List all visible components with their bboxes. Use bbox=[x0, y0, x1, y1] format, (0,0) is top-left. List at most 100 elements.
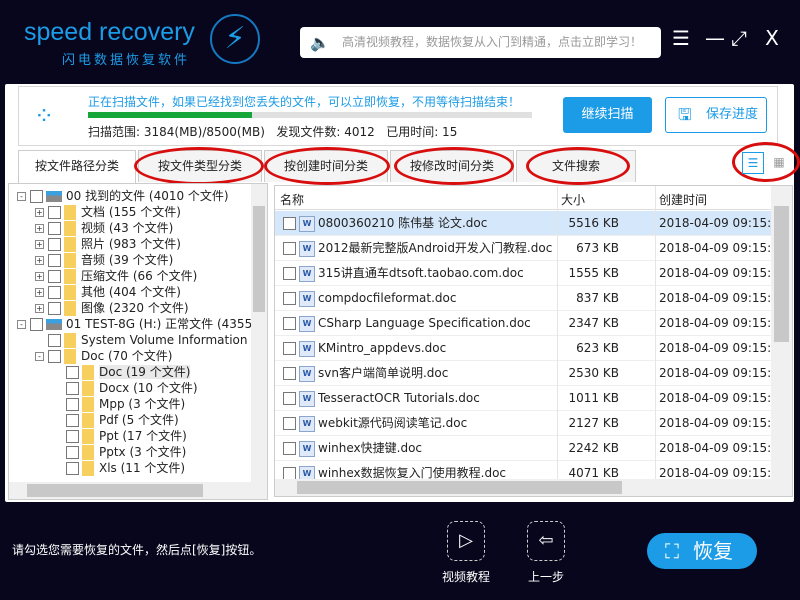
tree-item[interactable]: + 压缩文件 (66 个文件) bbox=[35, 268, 197, 284]
checkbox[interactable] bbox=[30, 318, 43, 331]
tab-modified[interactable]: 按修改时间分类 bbox=[390, 150, 514, 182]
checkbox[interactable] bbox=[48, 286, 61, 299]
checkbox[interactable] bbox=[66, 462, 79, 475]
scrollbar-thumb[interactable] bbox=[297, 481, 622, 494]
file-row[interactable]: W CSharp Language Specification.doc 2347 K… bbox=[275, 311, 786, 336]
tree-vertical-scrollbar[interactable] bbox=[251, 184, 267, 482]
checkbox[interactable] bbox=[66, 382, 79, 395]
minimize-button[interactable]: — bbox=[705, 26, 725, 50]
list-horizontal-scrollbar[interactable] bbox=[275, 479, 792, 496]
tree-item[interactable]: + 音频 (39 个文件) bbox=[35, 252, 173, 268]
expand-toggle-icon[interactable]: + bbox=[35, 304, 44, 313]
grid-view-icon[interactable]: ▦ bbox=[773, 155, 785, 169]
checkbox[interactable] bbox=[283, 317, 296, 330]
checkbox[interactable] bbox=[48, 302, 61, 315]
checkbox[interactable] bbox=[66, 414, 79, 427]
checkbox[interactable] bbox=[283, 292, 296, 305]
tree-item[interactable]: - 00 找到的文件 (4010 个文件) bbox=[17, 188, 229, 204]
tree-item[interactable]: Pdf (5 个文件) bbox=[53, 412, 179, 428]
list-vertical-scrollbar[interactable] bbox=[771, 186, 792, 479]
expand-toggle-icon[interactable]: - bbox=[17, 192, 26, 201]
tree-item[interactable]: + 图像 (2320 个文件) bbox=[35, 300, 189, 316]
back-icon[interactable]: ⇦ bbox=[527, 521, 565, 561]
list-view-icon[interactable]: ☰ bbox=[742, 152, 764, 174]
tree-item[interactable]: Xls (11 个文件) bbox=[53, 460, 185, 476]
tree-item[interactable]: Mpp (3 个文件) bbox=[53, 396, 185, 412]
checkbox[interactable] bbox=[283, 442, 296, 455]
file-row[interactable]: W KMintro_appdevs.doc 623 KB 2018-04-09 09:… bbox=[275, 336, 786, 361]
checkbox[interactable] bbox=[283, 367, 296, 380]
expand-toggle-icon[interactable]: + bbox=[35, 240, 44, 249]
tree-item[interactable]: Docx (10 个文件) bbox=[53, 380, 198, 396]
checkbox[interactable] bbox=[48, 270, 61, 283]
close-button[interactable]: X bbox=[765, 26, 779, 50]
checkbox[interactable] bbox=[30, 190, 43, 203]
tree-item[interactable]: + 照片 (983 个文件) bbox=[35, 236, 181, 252]
back-label[interactable]: 上一步 bbox=[527, 570, 564, 584]
expand-toggle-icon[interactable]: + bbox=[35, 256, 44, 265]
checkbox[interactable] bbox=[48, 222, 61, 235]
file-row[interactable]: W 0800360210 陈伟基 论文.doc 5516 KB 2018-04-09 … bbox=[275, 211, 786, 236]
save-progress-button[interactable]: 🖫 保存进度 bbox=[665, 97, 767, 133]
checkbox[interactable] bbox=[66, 398, 79, 411]
menu-button[interactable]: ☰ bbox=[672, 26, 690, 50]
continue-scan-button[interactable]: 继续扫描 bbox=[563, 97, 652, 133]
tree-item[interactable]: - Doc (70 个文件) bbox=[35, 348, 172, 364]
scrollbar-thumb[interactable] bbox=[27, 484, 203, 497]
column-size[interactable]: 大小 bbox=[561, 193, 586, 207]
checkbox[interactable] bbox=[66, 430, 79, 443]
play-video-icon[interactable]: ▷ bbox=[447, 521, 485, 561]
expand-toggle-icon[interactable]: + bbox=[35, 208, 44, 217]
file-row[interactable]: W TesseractOCR Tutorials.doc 1011 KB 2018-0… bbox=[275, 386, 786, 411]
video-tutorial-label[interactable]: 视频教程 bbox=[441, 570, 490, 584]
checkbox[interactable] bbox=[283, 392, 296, 405]
tree-item[interactable]: Doc (19 个文件) bbox=[53, 364, 191, 380]
checkbox[interactable] bbox=[283, 342, 296, 355]
checkbox[interactable] bbox=[283, 217, 296, 230]
tree-item[interactable]: + 文档 (155 个文件) bbox=[35, 204, 181, 220]
tree-item[interactable]: System Volume Information (3 个文件) bbox=[35, 332, 267, 348]
checkbox[interactable] bbox=[283, 242, 296, 255]
expand-toggle-icon[interactable]: - bbox=[17, 320, 26, 329]
tab-path[interactable]: 按文件路径分类 bbox=[18, 150, 136, 183]
checkbox[interactable] bbox=[48, 254, 61, 267]
expand-toggle-icon[interactable]: + bbox=[35, 224, 44, 233]
file-row[interactable]: W 2012最新完整版Android开发入门教程.doc 673 KB 2018-04… bbox=[275, 236, 786, 261]
checkbox[interactable] bbox=[283, 267, 296, 280]
tree-item[interactable]: Ppt (17 个文件) bbox=[53, 428, 187, 444]
column-name[interactable]: 名称 bbox=[280, 193, 305, 207]
file-size: 837 KB bbox=[576, 291, 619, 305]
recover-button[interactable]: ⛶ 恢复 bbox=[647, 533, 757, 569]
scrollbar-thumb[interactable] bbox=[774, 206, 789, 342]
column-created[interactable]: 创建时间 bbox=[659, 193, 708, 207]
expand-toggle-icon[interactable]: + bbox=[35, 288, 44, 297]
maximize-button[interactable]: ⤢ bbox=[731, 26, 747, 50]
tutorial-banner[interactable]: 🔈 高清视频教程，数据恢复从入门到精通，点击立即学习！ bbox=[300, 27, 661, 58]
checkbox[interactable] bbox=[48, 206, 61, 219]
checkbox[interactable] bbox=[48, 334, 61, 347]
tree-item[interactable]: Pptx (3 个文件) bbox=[53, 444, 186, 460]
checkbox[interactable] bbox=[66, 366, 79, 379]
expand-toggle-icon[interactable]: + bbox=[35, 272, 44, 281]
tab-type[interactable]: 按文件类型分类 bbox=[138, 150, 262, 182]
checkbox[interactable] bbox=[66, 446, 79, 459]
file-row[interactable]: W 315讲直通车dtsoft.taobao.com.doc 1555 KB 2018… bbox=[275, 261, 786, 286]
tab-search[interactable]: 文件搜索 bbox=[516, 150, 636, 182]
tree-item[interactable]: + 其他 (404 个文件) bbox=[35, 284, 181, 300]
tree-item[interactable]: - 01 TEST-8G (H:) 正常文件 (4355 个文件) bbox=[17, 316, 267, 332]
folder-icon bbox=[64, 253, 76, 268]
checkbox[interactable] bbox=[48, 350, 61, 363]
checkbox[interactable] bbox=[48, 238, 61, 251]
files-found: 发现文件数: 4012 bbox=[276, 125, 375, 139]
checkbox[interactable] bbox=[283, 417, 296, 430]
scrollbar-thumb[interactable] bbox=[253, 206, 265, 312]
tree-horizontal-scrollbar[interactable] bbox=[9, 482, 267, 499]
expand-toggle-icon[interactable]: - bbox=[35, 352, 44, 361]
tree-item[interactable]: + 视频 (43 个文件) bbox=[35, 220, 173, 236]
tab-created[interactable]: 按创建时间分类 bbox=[264, 150, 388, 182]
